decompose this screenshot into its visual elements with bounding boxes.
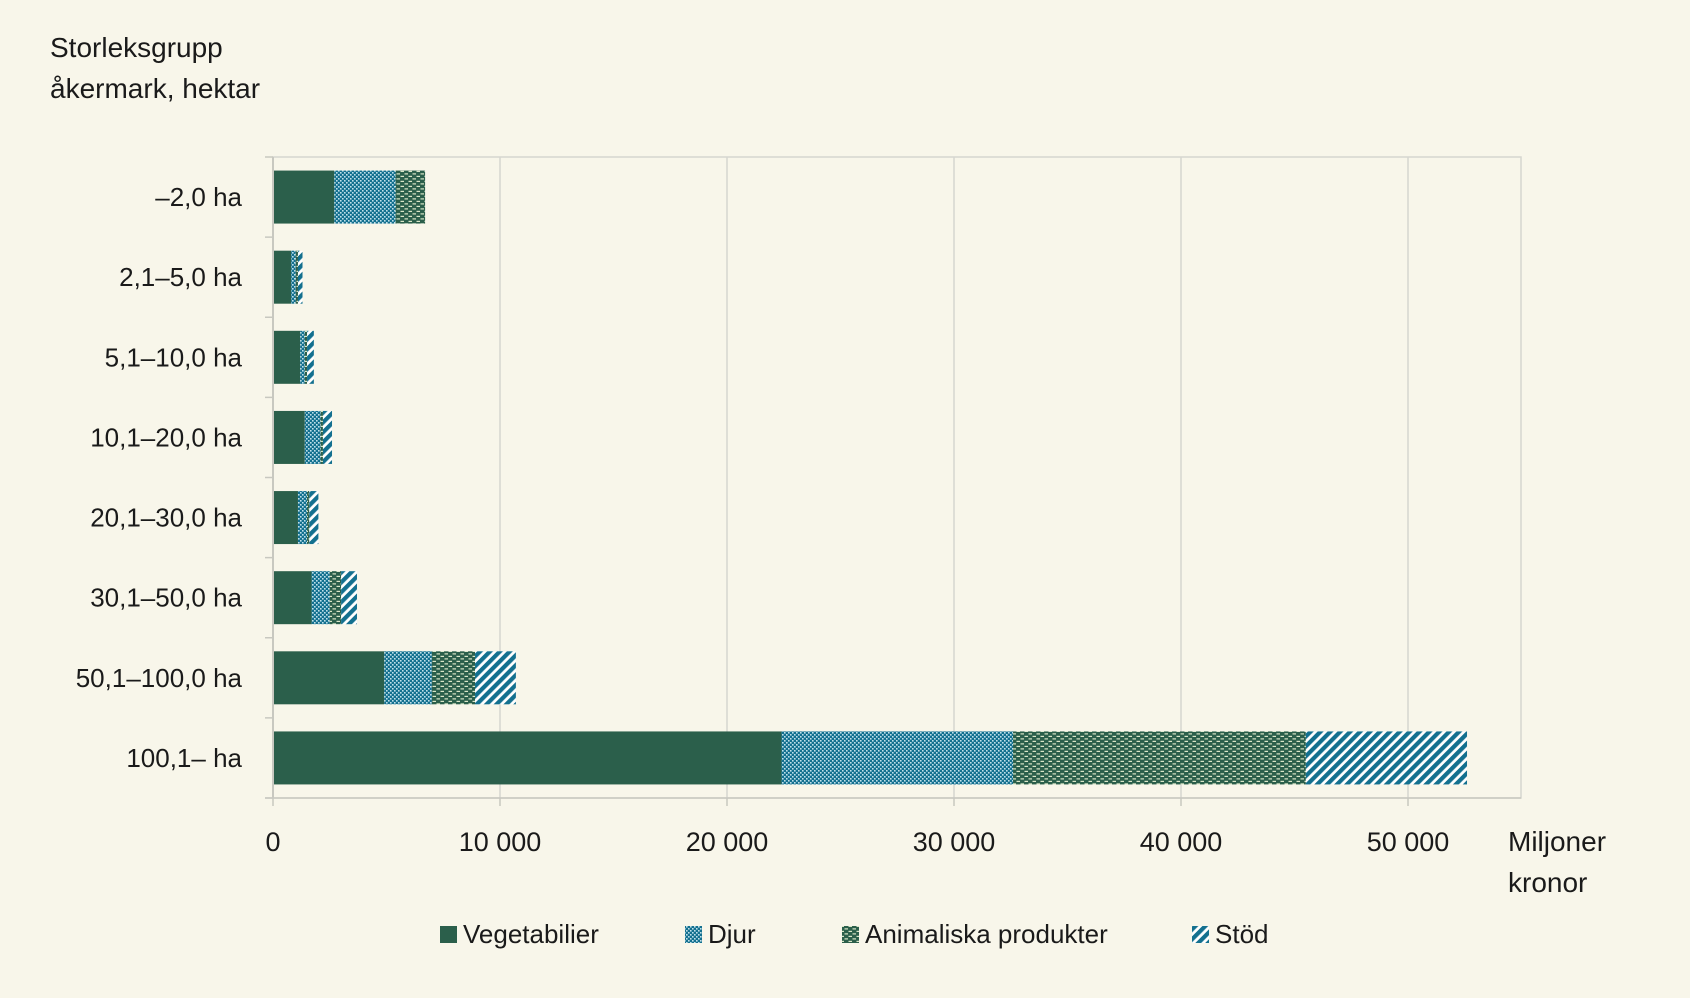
category-label-0: –2,0 ha	[155, 182, 242, 212]
bar-group-0	[273, 170, 426, 224]
y-axis-title-line-2: åkermark, hektar	[50, 73, 260, 104]
legend-swatch-1	[685, 926, 702, 943]
bar-1-3	[297, 250, 303, 304]
bar-7-2	[1013, 731, 1306, 785]
bar-5-1	[311, 571, 330, 625]
bar-5-3	[341, 571, 357, 625]
bar-4-1	[297, 491, 308, 545]
legend-swatch-3	[1192, 926, 1209, 943]
bar-group-5	[273, 571, 357, 625]
category-label-3: 10,1–20,0 ha	[90, 422, 242, 452]
x-axis-unit: Miljoner kronor	[1508, 826, 1606, 898]
bar-5-2	[329, 571, 342, 625]
category-label-5: 30,1–50,0 ha	[90, 583, 242, 613]
bar-1-2	[295, 250, 298, 304]
bar-1-1	[291, 250, 296, 304]
bar-2-2	[304, 330, 308, 384]
category-label-2: 5,1–10,0 ha	[105, 342, 243, 372]
category-label-6: 50,1–100,0 ha	[76, 663, 243, 693]
legend-swatch-2	[842, 926, 859, 943]
bar-6-0	[273, 651, 385, 705]
x-tick-label-2: 20 000	[686, 827, 769, 857]
bar-group-3	[273, 410, 333, 464]
bar-7-1	[781, 731, 1014, 785]
x-tick-labels: 0 10 000 20 000 30 000 40 000 50 000	[265, 827, 1449, 857]
bar-group-4	[273, 491, 319, 545]
x-axis-unit-line-1: Miljoner	[1508, 826, 1606, 857]
bar-6-3	[475, 651, 516, 705]
gridlines	[499, 157, 1409, 798]
bar-group-6	[273, 651, 516, 705]
y-axis-title: Storleksgrupp åkermark, hektar	[50, 32, 260, 104]
legend: Vegetabilier Djur Animaliska produkter Stöd	[440, 919, 1269, 949]
legend-item-0: Vegetabilier	[440, 919, 599, 949]
bar-6-2	[431, 651, 476, 705]
x-tick-label-5: 50 000	[1367, 827, 1450, 857]
bar-3-3	[322, 410, 333, 464]
x-axis-unit-line-2: kronor	[1508, 867, 1587, 898]
bar-4-3	[309, 491, 319, 545]
y-axis-title-line-1: Storleksgrupp	[50, 32, 223, 63]
x-tick-label-1: 10 000	[459, 827, 542, 857]
bar-0-0	[273, 170, 335, 224]
bar-6-1	[384, 651, 432, 705]
bar-group-7	[273, 731, 1468, 785]
category-label-1: 2,1–5,0 ha	[119, 262, 242, 292]
bar-2-1	[300, 330, 305, 384]
bar-5-0	[273, 571, 312, 625]
x-tick-label-4: 40 000	[1140, 827, 1223, 857]
legend-label-3: Stöd	[1215, 919, 1269, 949]
legend-item-3: Stöd	[1192, 919, 1269, 949]
category-labels: –2,0 ha 2,1–5,0 ha 5,1–10,0 ha 10,1–20,0 ha…	[76, 182, 243, 773]
bar-7-0	[273, 731, 782, 785]
category-label-4: 20,1–30,0 ha	[90, 503, 242, 533]
legend-label-2: Animaliska produkter	[865, 919, 1108, 949]
axes	[265, 156, 1521, 806]
bars	[273, 170, 1468, 785]
legend-item-1: Djur	[685, 919, 756, 949]
category-label-7: 100,1– ha	[126, 743, 242, 773]
bar-4-0	[273, 491, 298, 545]
x-tick-label-3: 30 000	[913, 827, 996, 857]
bar-group-2	[273, 330, 314, 384]
legend-swatch-0	[440, 926, 457, 943]
legend-item-2: Animaliska produkter	[842, 919, 1108, 949]
bar-0-2	[395, 170, 426, 224]
legend-label-0: Vegetabilier	[463, 919, 599, 949]
bar-1-0	[273, 250, 292, 304]
bar-2-3	[307, 330, 314, 384]
bar-7-3	[1305, 731, 1468, 785]
bar-group-1	[273, 250, 303, 304]
bar-4-2	[307, 491, 310, 545]
legend-label-1: Djur	[708, 919, 756, 949]
x-tick-label-0: 0	[265, 827, 280, 857]
bar-2-0	[273, 330, 301, 384]
bar-3-0	[273, 410, 305, 464]
bar-3-1	[304, 410, 321, 464]
bar-0-1	[334, 170, 396, 224]
bar-3-2	[320, 410, 323, 464]
